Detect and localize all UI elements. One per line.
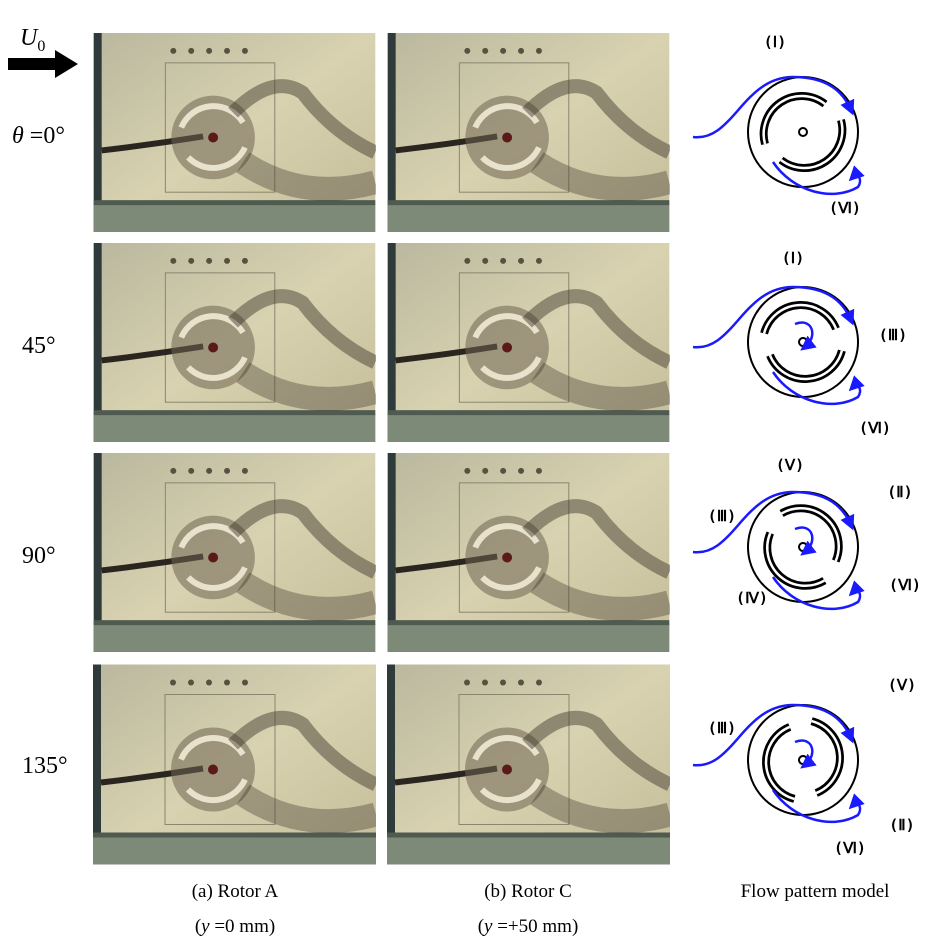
region-label: (Ⅱ) xyxy=(889,816,914,834)
angle-value: 135° xyxy=(22,753,68,779)
region-label: (Ⅲ) xyxy=(708,507,736,525)
region-label: (Ⅴ) xyxy=(776,456,804,474)
photo xyxy=(387,665,670,865)
region-label: (Ⅰ) xyxy=(782,249,805,267)
captions: (a) Rotor A (y =0 mm) (b) Rotor C (y =+50 m… xyxy=(192,881,890,937)
region-label: (Ⅳ) xyxy=(736,589,768,607)
column-title: Flow pattern model xyxy=(741,881,890,902)
flow-direction: U0 xyxy=(8,25,78,78)
angle-label: θ =0° xyxy=(12,123,65,149)
region-label: (Ⅲ) xyxy=(879,326,907,344)
region-label: (Ⅰ) xyxy=(764,33,787,51)
angle-label: 135° xyxy=(22,753,68,779)
figure-row: 90° (Ⅴ) (Ⅱ) (Ⅲ) (Ⅳ) (Ⅵ) xyxy=(22,453,921,652)
column-title: (b) Rotor C xyxy=(484,881,572,902)
photo xyxy=(94,33,376,232)
column-title: (a) Rotor A xyxy=(192,881,279,902)
figure-row: 135° (Ⅴ) (Ⅲ) (Ⅱ) (Ⅵ) xyxy=(22,665,916,865)
photo xyxy=(388,33,670,232)
rotor xyxy=(728,267,878,417)
photo xyxy=(94,243,376,442)
flow-model xyxy=(693,685,878,835)
region-label: (Ⅴ) xyxy=(888,676,916,694)
figure-row: θ =0° (Ⅰ) (Ⅵ) xyxy=(12,33,861,232)
figure-row: 45° (Ⅰ) (Ⅲ) (Ⅵ) xyxy=(22,243,907,442)
photo xyxy=(94,453,376,652)
variable: y xyxy=(199,916,210,937)
flow-model xyxy=(693,267,878,417)
angle-value: 45° xyxy=(22,333,56,359)
column-condition: (y =+50 mm) xyxy=(478,916,579,937)
angle-label: 45° xyxy=(22,333,56,359)
rotor xyxy=(728,685,878,835)
condition: =0 mm) xyxy=(210,916,276,937)
region-label: (Ⅱ) xyxy=(887,483,912,501)
figure: U0 θ =0° (Ⅰ) (Ⅵ) 45° (Ⅰ) (Ⅲ) (Ⅵ) 90° (Ⅴ) (Ⅱ) (Ⅲ) (Ⅳ… xyxy=(0,0,930,942)
condition: =+50 mm) xyxy=(492,916,578,937)
variable: y xyxy=(482,916,493,937)
region-label: (Ⅲ) xyxy=(708,719,736,737)
flow-subscript: 0 xyxy=(37,38,45,55)
region-label: (Ⅵ) xyxy=(859,419,891,437)
angle-value: 90° xyxy=(22,543,56,569)
photo xyxy=(388,243,670,442)
flow-model xyxy=(693,480,870,615)
rows: θ =0° (Ⅰ) (Ⅵ) 45° (Ⅰ) (Ⅲ) (Ⅵ) 90° (Ⅴ) (Ⅱ) (Ⅲ) (Ⅳ) (Ⅵ… xyxy=(12,33,921,865)
region-label: (Ⅵ) xyxy=(829,199,861,217)
photo xyxy=(388,453,670,652)
column-condition: (y =0 mm) xyxy=(195,916,275,937)
region-label: (Ⅵ) xyxy=(889,576,921,594)
region-label: (Ⅵ) xyxy=(834,839,866,857)
flow-symbol: U xyxy=(20,25,39,51)
angle-value: =0° xyxy=(24,123,65,149)
flow-model xyxy=(693,77,860,194)
angle-symbol: θ xyxy=(12,123,24,149)
angle-label: 90° xyxy=(22,543,56,569)
photo xyxy=(93,665,376,865)
flow-symbol: U0 xyxy=(20,25,45,55)
